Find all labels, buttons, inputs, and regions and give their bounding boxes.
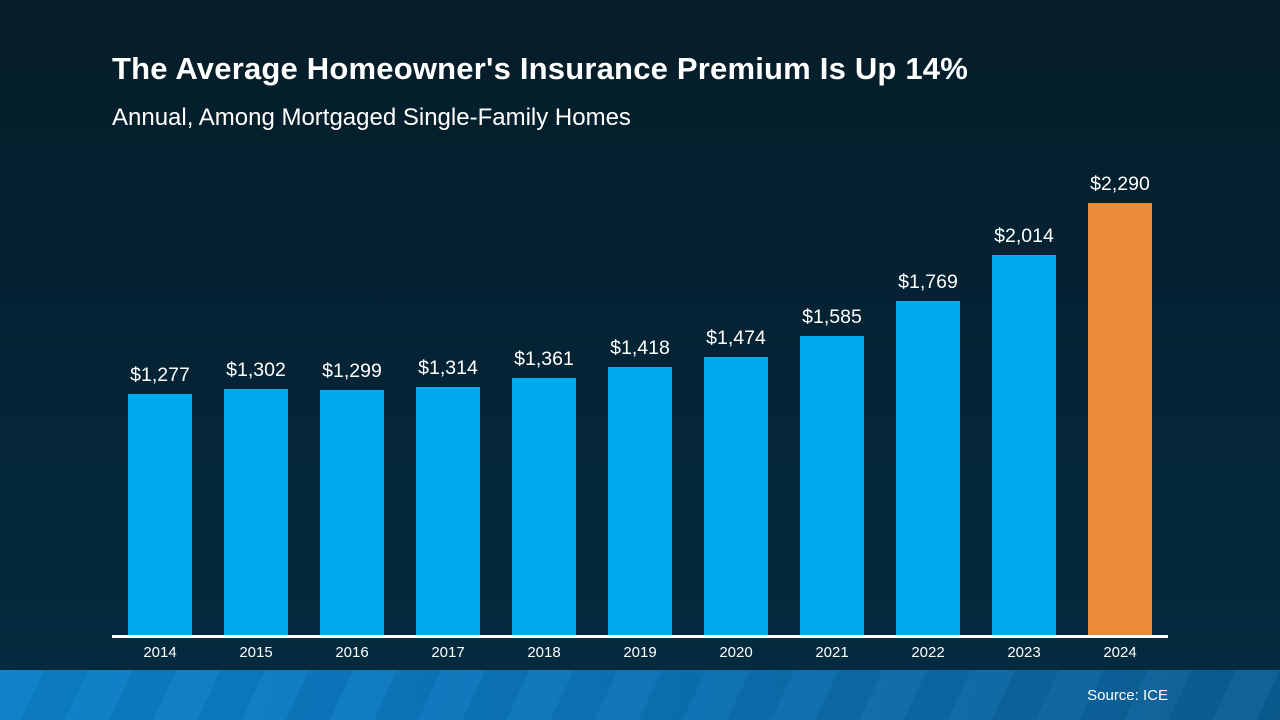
bar-2018 bbox=[512, 378, 576, 635]
bar-value-label: $1,361 bbox=[514, 348, 574, 370]
x-axis-label: 2014 bbox=[143, 644, 177, 661]
bar-2014 bbox=[128, 394, 192, 635]
bar-value-label: $1,314 bbox=[418, 357, 478, 379]
x-axis-labels: 2014 2015 2016 2017 2018 2019 2020 2021 2022 2023… bbox=[112, 638, 1168, 661]
bar-column-2021: $1,585 bbox=[784, 306, 880, 635]
bar-2023 bbox=[992, 255, 1056, 635]
bar-value-label: $1,418 bbox=[610, 337, 670, 359]
bar-value-label: $2,014 bbox=[994, 225, 1054, 247]
bar-2024 bbox=[1088, 203, 1152, 635]
x-axis-label: 2021 bbox=[815, 644, 849, 661]
bar-value-label: $1,302 bbox=[226, 359, 286, 381]
source-text: Source: ICE bbox=[1087, 686, 1168, 704]
page-title: The Average Homeowner's Insurance Premiu… bbox=[112, 51, 969, 86]
bar-2016 bbox=[320, 390, 384, 635]
bar-value-label: $1,474 bbox=[706, 327, 766, 349]
bar-column-2014: $1,277 bbox=[112, 364, 208, 635]
bars-area: $1,277 $1,302 $1,299 $1,314 $1,361 $1,418 $1,4… bbox=[112, 170, 1168, 635]
x-axis-label: 2022 bbox=[911, 644, 945, 661]
x-axis-label: 2015 bbox=[239, 644, 273, 661]
bar-column-2024: $2,290 bbox=[1072, 173, 1168, 635]
x-axis-label: 2023 bbox=[1007, 644, 1041, 661]
x-axis-label: 2017 bbox=[431, 644, 465, 661]
bar-value-label: $1,769 bbox=[898, 271, 958, 293]
bar-2022 bbox=[896, 301, 960, 635]
footer-band: Source: ICE bbox=[0, 670, 1280, 720]
bar-value-label: $1,299 bbox=[322, 360, 382, 382]
bar-column-2017: $1,314 bbox=[400, 357, 496, 635]
bar-column-2015: $1,302 bbox=[208, 359, 304, 635]
page-subtitle: Annual, Among Mortgaged Single-Family Ho… bbox=[112, 104, 631, 132]
bar-column-2018: $1,361 bbox=[496, 348, 592, 635]
bar-2020 bbox=[704, 357, 768, 635]
bar-2017 bbox=[416, 387, 480, 635]
bar-value-label: $1,585 bbox=[802, 306, 862, 328]
bar-column-2023: $2,014 bbox=[976, 225, 1072, 635]
bar-column-2019: $1,418 bbox=[592, 337, 688, 635]
x-axis-label: 2024 bbox=[1103, 644, 1137, 661]
x-axis-label: 2016 bbox=[335, 644, 369, 661]
bar-2021 bbox=[800, 336, 864, 635]
bar-chart: $1,277 $1,302 $1,299 $1,314 $1,361 $1,418 $1,4… bbox=[112, 170, 1168, 661]
bar-2015 bbox=[224, 389, 288, 635]
x-axis-label: 2018 bbox=[527, 644, 561, 661]
x-axis-line bbox=[112, 635, 1168, 638]
bar-value-label: $1,277 bbox=[130, 364, 190, 386]
bar-2019 bbox=[608, 367, 672, 635]
x-axis-label: 2019 bbox=[623, 644, 657, 661]
x-axis-label: 2020 bbox=[719, 644, 753, 661]
bar-value-label: $2,290 bbox=[1090, 173, 1150, 195]
bar-column-2020: $1,474 bbox=[688, 327, 784, 635]
bar-column-2016: $1,299 bbox=[304, 360, 400, 635]
bar-column-2022: $1,769 bbox=[880, 271, 976, 635]
